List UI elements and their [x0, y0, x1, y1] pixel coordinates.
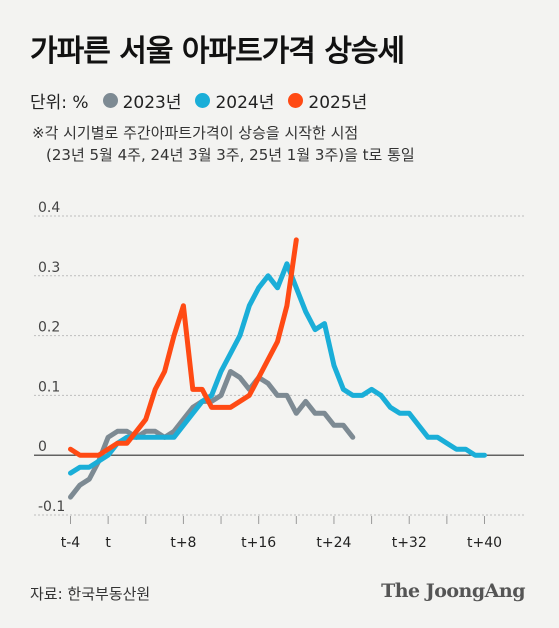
footnote: ※각 시기별로 주간아파트가격이 상승을 시작한 시점 (23년 5월 4주, …: [32, 122, 415, 166]
y-tick-label: 0.3: [38, 260, 60, 276]
series-line-2024년: [68, 261, 487, 476]
legend-item-2024: 2024년: [195, 88, 274, 113]
x-tick-label: t: [105, 535, 111, 551]
x-tick-label: t-4: [61, 535, 81, 551]
legend-swatch-2025: [288, 93, 304, 108]
y-tick-label: 0: [38, 439, 47, 455]
source-label: 자료: 한국부동산원: [30, 585, 151, 603]
y-tick-label: 0.4: [38, 200, 60, 216]
series-lines: [68, 237, 487, 500]
x-tick-label: t+40: [467, 535, 502, 551]
grid-lines: [34, 215, 524, 516]
legend-swatch-2023: [102, 93, 118, 108]
legend: 단위: % 2023년 2024년 2025년: [30, 88, 381, 113]
y-tick-label: 0.1: [38, 379, 60, 395]
chart-title: 가파른 서울 아파트가격 상승세: [30, 34, 405, 69]
legend-item-2025: 2025년: [288, 88, 367, 113]
x-tick-label: t+8: [170, 535, 196, 551]
footnote-line-1: ※각 시기별로 주간아파트가격이 상승을 시작한 시점: [32, 124, 359, 142]
y-tick-labels: -0.1 0 0.1 0.2 0.3 0.4: [38, 200, 65, 515]
legend-swatch-2024: [195, 93, 211, 108]
unit-label: 단위: %: [30, 93, 89, 113]
brand-logo: The JoongAng: [381, 580, 525, 602]
x-tick-labels: t-4 t t+8 t+16 t+24 t+32 t+40: [61, 535, 502, 551]
legend-label-2025: 2025년: [308, 93, 368, 113]
x-tick-label: t+24: [316, 535, 351, 551]
legend-label-2024: 2024년: [215, 93, 275, 113]
series-line-2025년: [68, 237, 299, 458]
footnote-line-2: (23년 5월 4주, 24년 3월 3주, 25년 1월 3주)을 t로 통일: [46, 146, 415, 164]
series-line-2023년: [68, 369, 356, 500]
y-tick-label: -0.1: [38, 499, 65, 515]
x-tick-label: t+32: [392, 535, 427, 551]
y-tick-label: 0.2: [38, 320, 60, 336]
x-axis: [70, 516, 485, 524]
x-tick-label: t+16: [241, 535, 276, 551]
legend-item-2023: 2023년: [102, 88, 182, 113]
legend-label-2023: 2023년: [122, 93, 182, 113]
